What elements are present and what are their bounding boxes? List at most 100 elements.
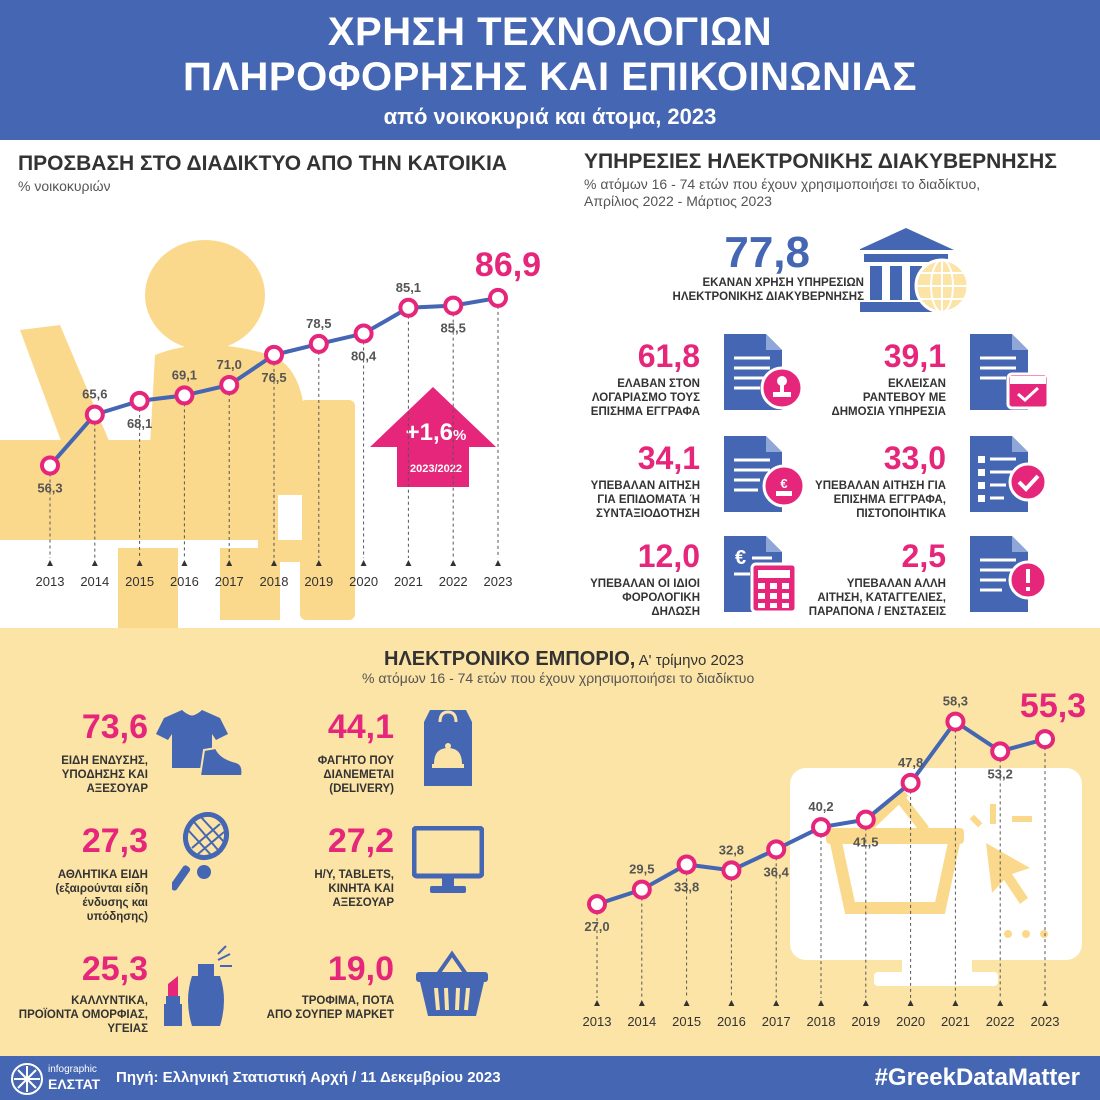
ecommerce-item-value: 73,6 xyxy=(81,708,148,746)
axis-tick xyxy=(1042,1000,1048,1006)
x-tick-label: 2021 xyxy=(394,574,423,589)
data-point xyxy=(443,295,464,316)
data-point xyxy=(40,455,60,476)
data-point xyxy=(308,333,329,354)
elstat-logo-icon xyxy=(11,1063,43,1095)
x-tick-label: 2023 xyxy=(1031,1014,1060,1029)
data-point xyxy=(721,860,742,881)
svg-text:€: € xyxy=(735,547,746,569)
x-tick-label: 2015 xyxy=(125,574,154,589)
document-alert-icon xyxy=(970,536,1048,612)
egov-item-caption: ΥΠΕΒΑΛΑΝ ΟΙ ΙΔΙΟΙ ΦΟΡΟΛΟΓΙΚΗ ΔΗΛΩΣΗ xyxy=(590,578,700,618)
ecommerce-item-value: 27,3 xyxy=(81,822,148,860)
data-point xyxy=(811,817,831,838)
data-point xyxy=(900,772,921,793)
axis-tick xyxy=(728,1000,735,1006)
x-tick-label: 2022 xyxy=(986,1014,1015,1029)
x-tick-label: 2018 xyxy=(807,1014,836,1029)
data-point xyxy=(488,287,508,308)
data-label: 68,1 xyxy=(127,416,152,431)
data-label: 33,8 xyxy=(674,880,699,895)
egov-item-value: 2,5 xyxy=(901,538,946,574)
document-pension-icon: € xyxy=(724,436,806,512)
hashtag: #GreekDataMatter xyxy=(874,1064,1080,1091)
tennis-racket-icon xyxy=(172,812,230,891)
food-delivery-bag-icon xyxy=(424,710,472,786)
data-point xyxy=(631,879,652,900)
x-tick-label: 2014 xyxy=(80,574,109,589)
x-tick-label: 2013 xyxy=(583,1014,612,1029)
data-label: 85,1 xyxy=(396,280,421,295)
data-label: 78,5 xyxy=(306,316,331,331)
data-point xyxy=(766,839,787,860)
data-label: 41,5 xyxy=(853,835,878,850)
ecommerce-item-value: 44,1 xyxy=(327,708,394,746)
axis-tick xyxy=(136,560,143,566)
axis-tick xyxy=(862,1000,869,1006)
data-label: 27,0 xyxy=(584,919,609,934)
ecommerce-item-value: 19,0 xyxy=(327,950,394,988)
data-label: 32,8 xyxy=(719,842,744,857)
data-point xyxy=(676,854,697,875)
data-label: 47,8 xyxy=(898,755,923,770)
egov-subtitle-line2: Απρίλιος 2022 - Μάρτιος 2023 xyxy=(584,193,772,209)
data-label: 56,3 xyxy=(37,481,62,496)
data-point xyxy=(219,375,240,395)
egov-item-caption: ΥΠΕΒΑΛΑΝ ΑΙΤΗΣΗ ΓΙΑ ΕΠΙΔΟΜΑΤΑ Ή ΣΥΝΤΑΞΙΟΔΟ… xyxy=(590,480,700,520)
x-tick-label: 2019 xyxy=(304,574,333,589)
x-tick-label: 2016 xyxy=(717,1014,746,1029)
egov-item-caption: ΕΚΛΕΙΣΑΝ ΡΑΝΤΕΒΟΥ ΜΕ ΔΗΜΟΣΙΑ ΥΠΗΡΕΣΙΑ xyxy=(831,378,946,418)
ecommerce-item-caption: ΤΡΟΦΙΜΑ, ΠΟΤΑ ΑΠΟ ΣΟΥΠΕΡ ΜΑΡΚΕΤ xyxy=(266,995,394,1021)
ecommerce-item-caption: ΦΑΓΗΤΟ ΠΟΥ ΔΙΑΝΕΜΕΤΑΙ (DELIVERY) xyxy=(317,755,394,795)
egov-section-title: ΥΠΗΡΕΣΙΕΣ ΗΛΕΚΤΡΟΝΙΚΗΣ ΔΙΑΚΥΒΕΡΝΗΣΗΣ xyxy=(584,150,1057,173)
data-point xyxy=(990,741,1011,762)
change-value: +1,6% xyxy=(405,419,467,446)
axis-tick xyxy=(907,1000,914,1006)
x-tick-label: 2013 xyxy=(36,574,65,589)
document-stamp-icon xyxy=(724,334,804,410)
axis-tick xyxy=(952,1000,959,1006)
document-calendar-icon xyxy=(970,334,1050,410)
lipstick-perfume-icon xyxy=(164,945,232,1026)
ecommerce-subtitle: % ατόμων 16 - 74 ετών που έχουν χρησιμοπ… xyxy=(362,670,755,686)
ecommerce-item-caption: ΕΙΔΗ ΕΝΔΥΣΗΣ, ΥΠΟΔΗΣΗΣ ΚΑΙ ΑΞΕΣΟΥΑΡ xyxy=(61,755,148,795)
egov-item-value: 39,1 xyxy=(883,338,946,374)
x-tick-label: 2016 xyxy=(170,574,199,589)
internet-access-line-chart: 2013 2014 2015 2016 2017 2018 2019 2020 2021 2022… xyxy=(36,246,542,589)
logo-bottom-text: ΕΛΣΤΑΤ xyxy=(48,1076,101,1092)
ecommerce-section-title: ΗΛΕΚΤΡΟΝΙΚΟ ΕΜΠΟΡΙΟ, Α' τρίμηνο 2023 xyxy=(384,648,744,670)
data-label: 76,5 xyxy=(261,370,286,385)
axis-tick xyxy=(360,560,367,566)
x-tick-label: 2023 xyxy=(484,574,513,589)
clothes-shoe-icon xyxy=(156,710,244,777)
government-building-globe-icon xyxy=(860,228,970,314)
internet-section-subtitle: % νοικοκυριών xyxy=(18,178,111,194)
axis-tick xyxy=(683,1000,690,1006)
data-point xyxy=(945,711,966,732)
axis-tick xyxy=(594,1000,600,1006)
axis-tick xyxy=(997,1000,1004,1006)
egov-item-value: 33,0 xyxy=(883,440,946,476)
x-tick-label: 2022 xyxy=(439,574,468,589)
computer-monitor-icon xyxy=(412,826,484,893)
data-point xyxy=(1035,729,1055,750)
logo-top-text: infographic xyxy=(48,1064,97,1075)
data-point xyxy=(398,297,419,318)
shopping-basket-icon xyxy=(416,950,488,1016)
source-text: Πηγή: Ελληνική Στατιστική Αρχή / 11 Δεκε… xyxy=(116,1069,501,1086)
axis-tick xyxy=(271,560,277,566)
document-calculator-icon: € xyxy=(724,536,798,614)
data-label-latest: 55,3 xyxy=(1020,687,1086,725)
ecommerce-item-caption: ΑΘΛΗΤΙΚΑ ΕΙΔΗ (εξαιρούνται είδη ένδυσης κα… xyxy=(55,869,148,923)
ecommerce-line-chart: 2013 2014 2015 2016 2017 2018 2019 2020 2021 2022… xyxy=(583,687,1087,1029)
x-tick-label: 2017 xyxy=(215,574,244,589)
data-label: 36,4 xyxy=(764,864,790,879)
data-point xyxy=(587,894,607,915)
data-point xyxy=(353,323,374,344)
data-label: 58,3 xyxy=(943,694,968,709)
data-point xyxy=(84,404,105,425)
x-tick-label: 2020 xyxy=(896,1014,925,1029)
data-label: 40,2 xyxy=(808,799,833,814)
axis-tick xyxy=(47,560,53,566)
egov-main-value: 77,8 xyxy=(724,228,810,277)
